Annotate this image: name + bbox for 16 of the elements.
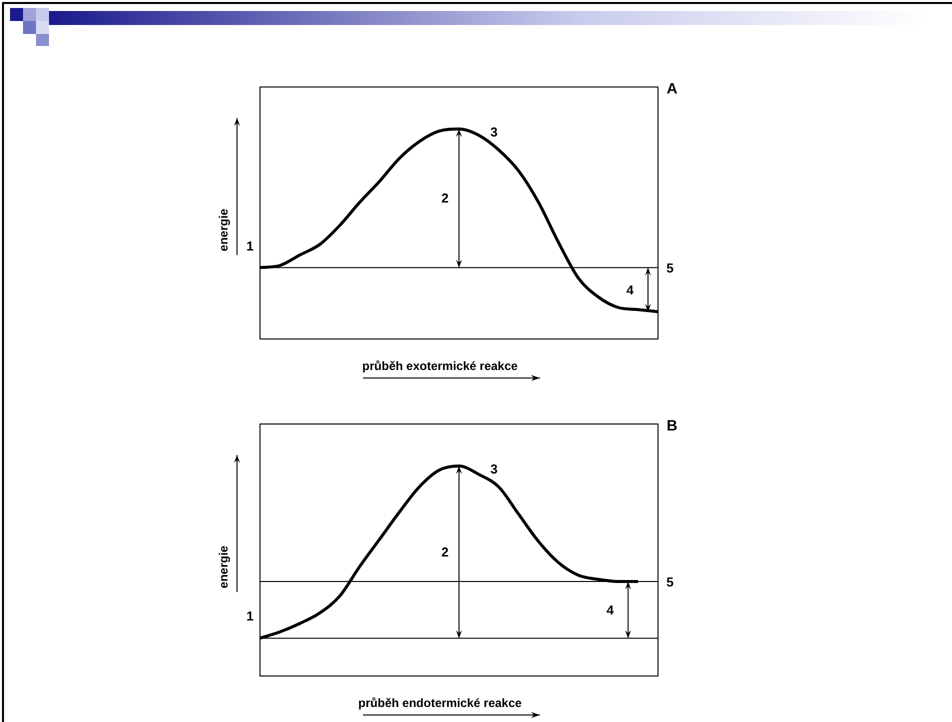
y-axis-title: energie bbox=[216, 546, 230, 588]
y-axis-title: energie bbox=[216, 208, 230, 252]
annotation: 3 bbox=[490, 124, 498, 140]
annotation: 2 bbox=[441, 190, 449, 206]
text: 5 bbox=[666, 574, 674, 589]
text: 5 bbox=[666, 260, 674, 276]
annotation: 2 bbox=[441, 544, 449, 560]
text: 1 bbox=[246, 238, 254, 254]
text: B bbox=[666, 418, 678, 434]
text: A bbox=[666, 80, 678, 98]
text: 1 bbox=[246, 608, 254, 624]
annotation: 4 bbox=[606, 602, 614, 618]
annotation: 3 bbox=[490, 462, 498, 476]
annotation: 4 bbox=[626, 282, 634, 298]
x-axis-title: průběh exotermické reakce bbox=[361, 359, 519, 373]
x-axis-title: průběh endotermické reakce bbox=[357, 696, 523, 710]
